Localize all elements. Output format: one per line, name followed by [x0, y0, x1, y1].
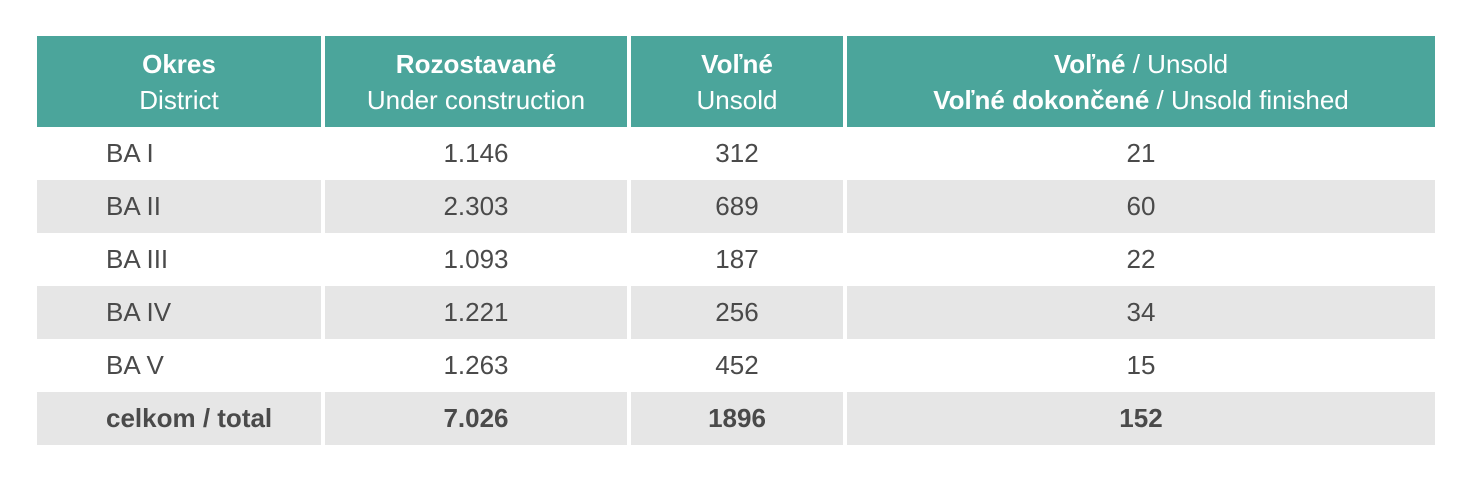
header-under-construction-sub: Under construction — [366, 84, 586, 115]
cell-under-construction: 1.263 — [443, 350, 509, 380]
header-under-construction: Rozostavané Under construction — [325, 36, 627, 127]
cell-district: BA V — [106, 350, 164, 380]
header-unsold-sub: Unsold — [696, 84, 778, 115]
header-district-label: Okres — [142, 48, 216, 79]
total-unsold: 1896 — [631, 392, 843, 445]
cell-unsold-finished: 15 — [1126, 350, 1156, 380]
header-unsold-finished: Voľné / Unsold Voľné dokončené / Unsold … — [847, 36, 1435, 127]
header-district-sub: District — [139, 84, 219, 115]
table-row: BA III 1.093 187 22 — [37, 233, 1433, 286]
cell-unsold: 256 — [631, 286, 843, 339]
table-row: BA V 1.263 452 15 — [37, 339, 1433, 392]
cell-unsold: 312 — [715, 138, 759, 168]
header-unsold-line2-rest: / Unsold finished — [1149, 84, 1349, 115]
cell-district: BA IV — [37, 286, 321, 339]
table-row: BA II 2.303 689 60 — [37, 180, 1435, 233]
header-district: Okres District — [37, 36, 321, 127]
cell-under-construction: 1.221 — [325, 286, 627, 339]
header-unsold-line2-bold: Voľné dokončené — [933, 84, 1150, 115]
cell-district: BA I — [106, 138, 154, 168]
cell-district: BA II — [37, 180, 321, 233]
cell-under-construction: 2.303 — [325, 180, 627, 233]
header-unsold-line2: Voľné dokončené / Unsold finished — [933, 82, 1349, 118]
cell-unsold-finished: 22 — [1126, 244, 1156, 274]
cell-unsold-finished: 34 — [847, 286, 1435, 339]
header-unsold: Voľné Unsold — [631, 36, 843, 127]
cell-unsold-finished: 60 — [847, 180, 1435, 233]
table-row: BA I 1.146 312 21 — [37, 127, 1433, 180]
header-under-construction-label: Rozostavané — [395, 48, 557, 79]
table-header-row: Okres District Rozostavané Under constru… — [37, 36, 1435, 127]
total-under-construction: 7.026 — [325, 392, 627, 445]
header-unsold-line1-rest: / Unsold — [1125, 48, 1229, 79]
header-unsold-line1: Voľné / Unsold — [1054, 46, 1228, 82]
header-unsold-line1-bold: Voľné — [1053, 48, 1126, 79]
cell-unsold: 452 — [715, 350, 759, 380]
cell-under-construction: 1.093 — [443, 244, 509, 274]
table-row: BA IV 1.221 256 34 — [37, 286, 1435, 339]
header-unsold-label: Voľné — [701, 48, 773, 79]
cell-unsold: 689 — [631, 180, 843, 233]
total-label: celkom / total — [37, 392, 321, 445]
total-unsold-finished: 152 — [847, 392, 1435, 445]
cell-unsold: 187 — [715, 244, 759, 274]
table-total-row: celkom / total 7.026 1896 152 — [37, 392, 1435, 445]
cell-under-construction: 1.146 — [443, 138, 509, 168]
district-table: Okres District Rozostavané Under constru… — [37, 36, 1435, 445]
cell-unsold-finished: 21 — [1126, 138, 1156, 168]
cell-district: BA III — [106, 244, 169, 274]
